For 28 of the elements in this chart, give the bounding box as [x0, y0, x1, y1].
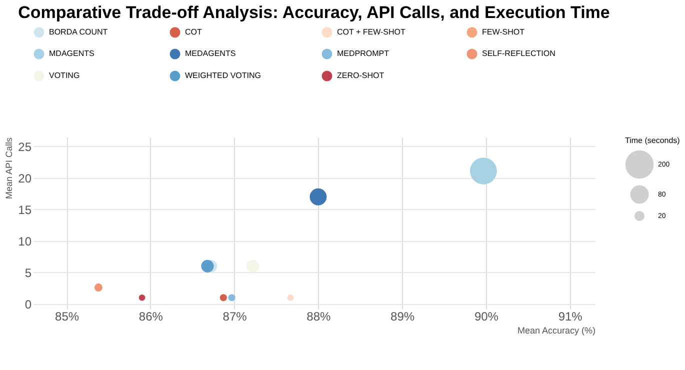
legend-label: VOTING — [49, 71, 80, 80]
legend-label: COT + FEW-SHOT — [337, 27, 406, 36]
legend-label: BORDA COUNT — [49, 27, 108, 36]
legend-label: FEW-SHOT — [482, 27, 525, 36]
y-tick-label: 5 — [24, 266, 32, 280]
x-axis-title: Mean Accuracy (%) — [517, 326, 596, 336]
legend-label: WEIGHTED VOTING — [185, 71, 261, 80]
y-tick-label: 10 — [18, 234, 32, 248]
legend-label: MEDPROMPT — [337, 49, 390, 58]
legend-label: MEDAGENTS — [185, 49, 236, 58]
x-tick-label: 91% — [558, 310, 583, 324]
legend-label: COT — [185, 27, 202, 36]
y-tick-label: 15 — [18, 202, 32, 217]
legend-title: Time (seconds) — [625, 136, 680, 145]
x-tick-label: 90% — [474, 310, 499, 324]
y-tick-label: 25 — [18, 140, 32, 154]
y-axis-title: Mean API Calls — [4, 137, 14, 200]
x-tick-label: 86% — [138, 310, 164, 324]
x-tick-label: 87% — [222, 310, 248, 324]
x-tick-label: 89% — [390, 310, 415, 324]
legend-label: MDAGENTS — [49, 49, 94, 58]
legend-label: ZERO-SHOT — [337, 71, 384, 80]
y-tick-label: 0 — [24, 297, 32, 312]
y-tick-label: 20 — [18, 171, 32, 186]
x-tick-label: 85% — [55, 310, 80, 324]
x-tick-label: 88% — [306, 310, 332, 324]
legend-label: SELF-REFLECTION — [482, 49, 556, 58]
chart-title: Comparative Trade-off Analysis: Accuracy, API Calls, and Execution Time — [18, 3, 610, 22]
